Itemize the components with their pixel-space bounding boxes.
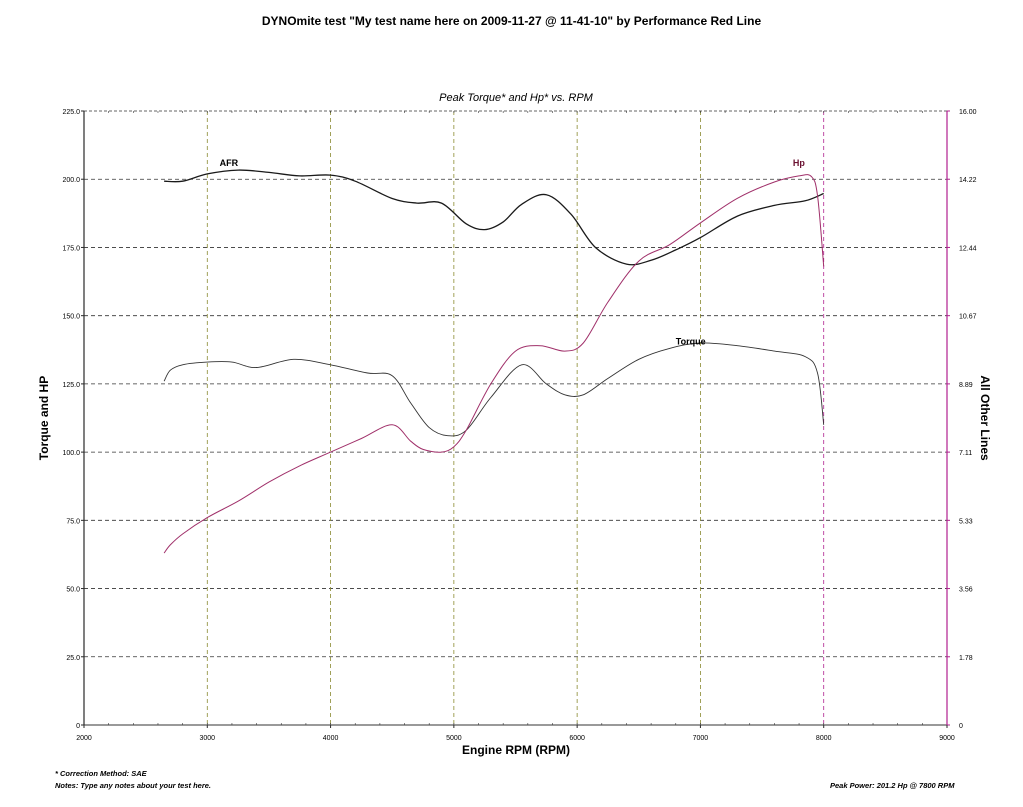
series-line-torque [163, 342, 825, 437]
series-label-afr: AFR [220, 158, 239, 168]
grid-layer [84, 111, 947, 725]
correction-method-note: * Correction Method: SAE [55, 769, 147, 778]
y-left-axis-label: Torque and HP [37, 376, 51, 460]
x-tick-label: 2000 [76, 735, 92, 742]
y-left-tick-label: 125.0 [62, 382, 80, 389]
series-line-afr [164, 169, 824, 266]
y-right-tick-label: 8.89 [959, 382, 973, 389]
y-right-tick-label: 1.78 [959, 655, 973, 662]
axes-layer [81, 110, 950, 728]
y-right-tick-label: 5.33 [959, 518, 973, 525]
x-tick-label: 6000 [569, 735, 585, 742]
x-tick-label: 8000 [816, 735, 832, 742]
x-axis-label: Engine RPM (RPM) [462, 743, 570, 757]
x-tick-label: 7000 [693, 735, 709, 742]
peak-power-text: Peak Power: 201.2 Hp @ 7800 RPM [830, 781, 955, 790]
chart-title: Peak Torque* and Hp* vs. RPM [439, 92, 594, 104]
y-left-tick-label: 100.0 [62, 450, 80, 457]
y-right-tick-label: 16.00 [959, 109, 977, 116]
series-line-hp [163, 174, 825, 554]
y-left-tick-label: 225.0 [62, 109, 80, 116]
x-tick-label: 5000 [446, 735, 462, 742]
labels-layer: 0 0 25.0 1.78 50.0 3.56 75.0 5.33 100.0 7.11 125.0… [62, 109, 976, 742]
y-right-axis-label: All Other Lines [978, 375, 992, 461]
page-title: DYNOmite test "My test name here on 2009… [261, 14, 762, 28]
x-tick-label: 4000 [323, 735, 339, 742]
y-right-tick-label: 10.67 [959, 314, 977, 321]
y-right-tick-label: 0 [959, 723, 963, 730]
y-left-tick-label: 150.0 [62, 314, 80, 321]
notes-text: Notes: Type any notes about your test he… [55, 781, 212, 790]
series-layer [163, 169, 825, 554]
y-right-tick-label: 7.11 [959, 450, 972, 457]
x-tick-label: 9000 [939, 735, 955, 742]
y-left-tick-label: 50.0 [66, 587, 80, 594]
y-right-tick-label: 12.44 [959, 245, 977, 252]
y-right-tick-label: 3.56 [959, 587, 973, 594]
y-left-tick-label: 0 [76, 723, 80, 730]
y-right-tick-label: 14.22 [959, 177, 977, 184]
x-tick-label: 3000 [199, 735, 215, 742]
y-left-tick-label: 200.0 [62, 177, 80, 184]
series-label-torque: Torque [676, 336, 706, 346]
y-left-tick-label: 75.0 [66, 518, 80, 525]
y-left-tick-label: 175.0 [62, 245, 80, 252]
y-left-tick-label: 25.0 [66, 655, 80, 662]
series-label-hp: Hp [793, 158, 805, 168]
